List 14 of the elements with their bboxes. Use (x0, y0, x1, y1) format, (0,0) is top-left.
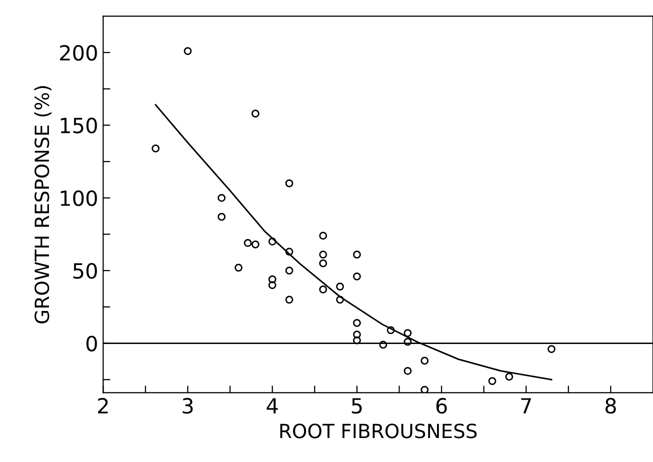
y-tick-label: 50 (73, 263, 97, 279)
y-tick-label: 100 (60, 190, 97, 206)
x-tick-label: 2 (98, 398, 108, 414)
x-tick-label: 7 (521, 398, 531, 414)
x-tick-label: 6 (436, 398, 447, 414)
x-tick-label: 5 (352, 398, 362, 414)
y-tick-label: 150 (60, 118, 97, 134)
x-tick-label: 8 (605, 398, 616, 414)
y-tick-label: 200 (60, 44, 97, 61)
y-axis-title: GROWTH RESPONSE (%) (34, 86, 52, 324)
y-tick-label: 0 (86, 336, 97, 352)
x-tick-label: 4 (266, 398, 278, 414)
x-tick-label: 3 (182, 398, 193, 414)
x-axis-title: ROOT FIBROUSNESS (280, 424, 477, 438)
